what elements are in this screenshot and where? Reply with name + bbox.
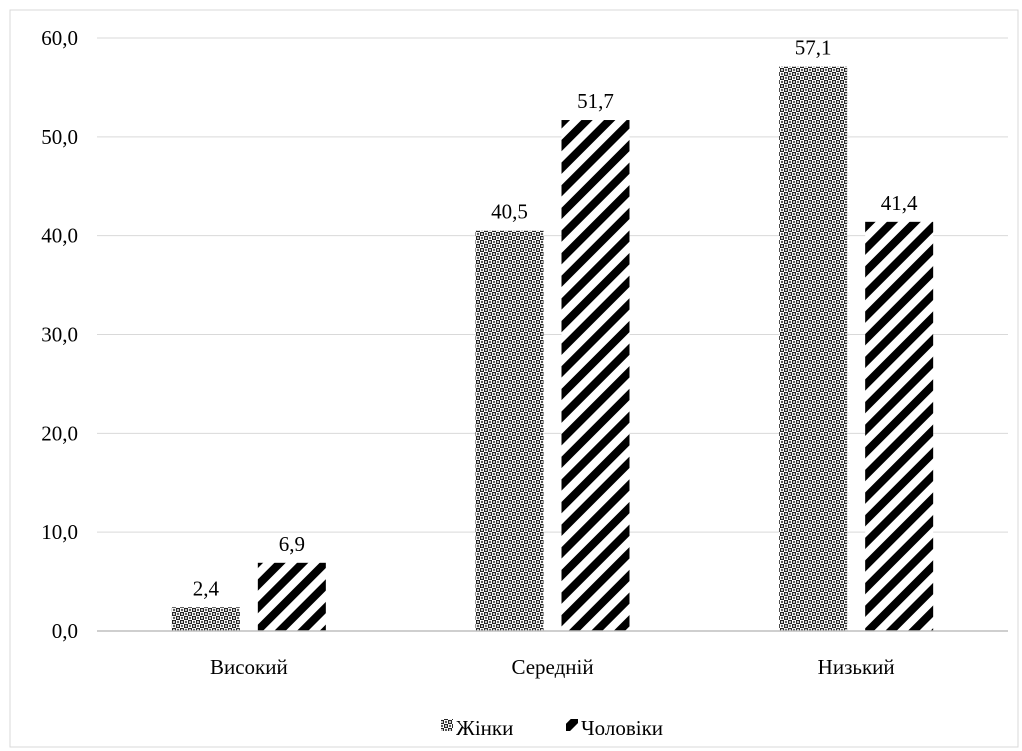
data-label: 51,7: [577, 89, 614, 113]
y-tick-label: 60,0: [41, 26, 78, 50]
y-tick-label: 10,0: [41, 520, 78, 544]
x-tick-label: Середній: [511, 655, 593, 679]
legend-swatch-men: [566, 719, 578, 731]
x-tick-label: Низький: [818, 655, 895, 679]
legend-label-women: Жінки: [456, 716, 513, 740]
bar-women: [475, 230, 544, 631]
bar-women: [779, 66, 848, 631]
bar-men: [257, 562, 326, 631]
bar-women: [171, 607, 240, 631]
legend-label-men: Чоловіки: [581, 716, 663, 740]
data-label: 2,4: [193, 576, 220, 600]
bar-men: [865, 221, 934, 631]
y-tick-label: 30,0: [41, 323, 78, 347]
legend-swatch-women: [441, 719, 453, 731]
value-labels: 2,4 6,9 40,5 51,7 57,1 41,4: [193, 36, 918, 601]
bar-men: [561, 120, 630, 631]
legend: Жінки Чоловіки: [441, 716, 663, 740]
data-label: 40,5: [491, 200, 528, 224]
x-axis-category-labels: Високий Середній Низький: [210, 655, 895, 679]
data-label: 41,4: [881, 191, 918, 215]
data-label: 57,1: [795, 36, 832, 60]
y-tick-label: 0,0: [52, 619, 78, 643]
data-label: 6,9: [279, 532, 305, 556]
x-tick-label: Високий: [210, 655, 288, 679]
y-tick-label: 20,0: [41, 421, 78, 445]
gridlines: [97, 37, 1008, 533]
y-tick-label: 40,0: [41, 224, 78, 248]
y-tick-label: 50,0: [41, 125, 78, 149]
bars: [171, 66, 934, 631]
y-axis-tick-labels: 0,0 10,0 20,0 30,0 40,0 50,0 60,0: [41, 26, 78, 643]
